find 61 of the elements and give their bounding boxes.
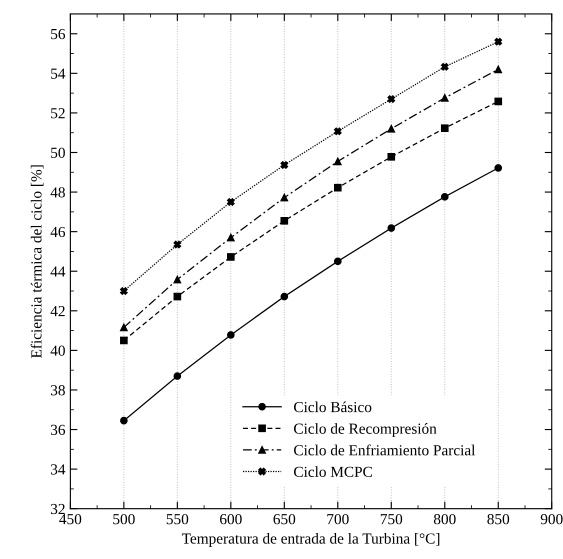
point	[280, 292, 288, 300]
point	[334, 258, 342, 266]
y-tick-label: 36	[50, 424, 66, 435]
point	[387, 224, 396, 232]
x-axis-title: Temperatura de entrada de la Turbina [°C]	[182, 532, 440, 547]
point	[227, 331, 235, 339]
point	[174, 240, 182, 248]
x-tick-label: 800	[434, 514, 456, 524]
point	[334, 128, 342, 136]
y-tick-label: 42	[50, 306, 65, 316]
x-tick-label: 700	[327, 514, 349, 524]
point	[334, 158, 342, 166]
point	[387, 124, 396, 133]
point	[280, 194, 288, 202]
x-tick-label: 850	[487, 514, 510, 524]
point	[494, 66, 502, 74]
y-tick-label: 34	[50, 464, 66, 475]
y-tick-label: 38	[50, 385, 65, 396]
x-tick-label: 750	[380, 514, 402, 524]
point	[440, 124, 449, 132]
point	[174, 292, 182, 300]
y-tick-label: 50	[51, 148, 65, 158]
x-tick-label: 550	[166, 514, 188, 524]
point	[334, 184, 342, 192]
point	[120, 324, 128, 332]
point	[227, 253, 235, 261]
y-tick-label: 46	[50, 226, 66, 238]
point	[440, 193, 449, 201]
y-axis-title: Eficiencia térmica del ciclo [%]	[30, 165, 44, 358]
point	[387, 95, 396, 103]
point	[174, 372, 182, 380]
y-tick-label: 48	[50, 187, 65, 198]
point	[280, 216, 288, 225]
legend-label: Ciclo Básico	[294, 401, 372, 412]
point	[440, 62, 449, 71]
point	[494, 38, 502, 46]
x-tick-label: 450	[59, 514, 82, 524]
point	[227, 198, 235, 206]
y-tick-label: 56	[51, 28, 66, 40]
x-tick-label: 600	[220, 514, 242, 524]
point	[280, 161, 288, 169]
x-tick-label: 900	[540, 514, 563, 524]
point	[494, 98, 502, 106]
y-tick-label: 32	[50, 504, 65, 514]
point	[120, 336, 128, 344]
legend-label: Ciclo MCPC	[294, 466, 372, 477]
y-tick-label: 54	[51, 68, 66, 79]
point	[440, 94, 449, 102]
point	[120, 287, 128, 295]
point	[494, 164, 502, 172]
x-tick-label: 500	[113, 514, 135, 524]
point	[387, 153, 396, 161]
point	[174, 276, 182, 284]
point	[227, 234, 235, 242]
legend-label: Ciclo de Enfriamiento Parcial	[294, 444, 476, 456]
point	[120, 416, 128, 424]
y-tick-label: 52	[51, 108, 65, 118]
y-tick-label: 40	[50, 346, 65, 356]
y-tick-label: 44	[50, 266, 66, 277]
legend-label: Ciclo de Recompresión	[294, 423, 437, 437]
x-tick-label: 650	[274, 514, 296, 524]
